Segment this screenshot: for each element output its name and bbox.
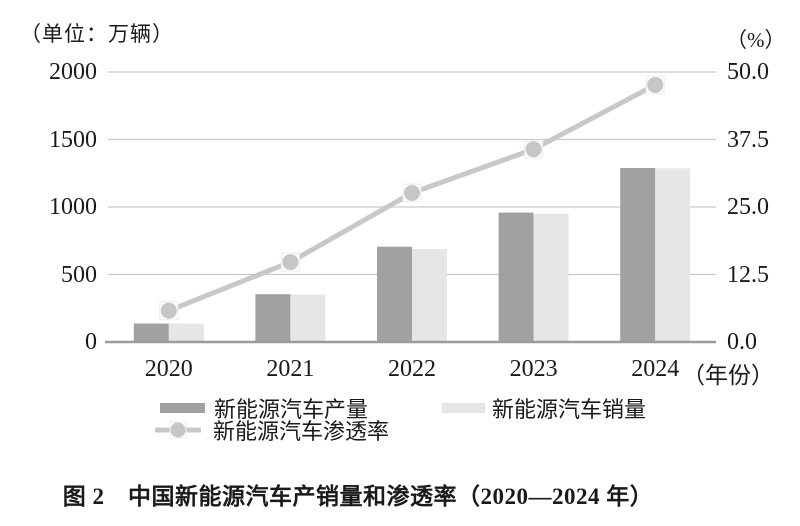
legend-label-sales: 新能源汽车销量 xyxy=(492,396,647,422)
x-axis-tick-2020: 2020 xyxy=(144,356,193,382)
penetration-marker-2024 xyxy=(647,76,664,93)
legend-item-penetration: 新能源汽车渗透率 xyxy=(155,417,389,444)
sales-bar-swatch-icon xyxy=(442,402,485,413)
penetration-marker-2022 xyxy=(404,184,420,201)
sales-bar-2021 xyxy=(290,294,326,342)
x-axis-suffix-label: （年份） xyxy=(682,363,774,388)
right-axis-tick-37.5: 37.5 xyxy=(727,126,769,153)
penetration-marker-2021 xyxy=(282,254,299,271)
legend-item-production: 新能源汽车产量 xyxy=(160,395,368,422)
legend-label-production: 新能源汽车产量 xyxy=(214,396,369,422)
sales-bar-2020 xyxy=(168,323,204,342)
right-axis-tick-0.0: 0.0 xyxy=(727,329,757,355)
left-axis-tick-2000: 2000 xyxy=(49,59,97,85)
x-axis-tick-2021: 2021 xyxy=(266,356,315,382)
chart-caption: 图 2 中国新能源汽车产销量和渗透率（2020—2024 年） xyxy=(62,484,654,509)
right-axis-tick-50.0: 50.0 xyxy=(727,59,769,85)
sales-bar-2023 xyxy=(533,213,569,342)
left-axis-tick-0: 0 xyxy=(85,329,97,355)
production-bar-2024 xyxy=(620,168,656,342)
production-bar-2020 xyxy=(133,323,169,342)
right-axis-tick-12.5: 12.5 xyxy=(727,261,769,288)
right-axis-tick-25.0: 25.0 xyxy=(727,194,769,220)
x-axis-tick-2022: 2022 xyxy=(388,356,436,382)
penetration-marker-2023 xyxy=(525,141,542,158)
legend-label-penetration: 新能源汽车渗透率 xyxy=(213,418,390,444)
left-axis-tick-1500: 1500 xyxy=(49,126,97,153)
penetration-marker-2020 xyxy=(160,302,177,319)
production-bar-2022 xyxy=(377,246,412,342)
sales-bar-2024 xyxy=(655,168,691,342)
left-axis-tick-1000: 1000 xyxy=(49,194,97,220)
production-bar-2023 xyxy=(498,212,534,342)
x-axis-tick-2024: 2024 xyxy=(631,356,680,382)
x-axis-tick-2023: 2023 xyxy=(509,356,558,382)
production-bar-2021 xyxy=(255,294,291,342)
production-bar-swatch-icon xyxy=(160,402,205,413)
penetration-line-marker-icon xyxy=(155,421,201,438)
right-axis-unit-label: （%） xyxy=(726,28,786,52)
left-axis-unit-label: （单位：万辆） xyxy=(20,22,174,46)
legend-item-sales: 新能源汽车销量 xyxy=(442,395,646,422)
sales-bar-2022 xyxy=(412,249,447,342)
left-axis-tick-500: 500 xyxy=(61,261,97,288)
